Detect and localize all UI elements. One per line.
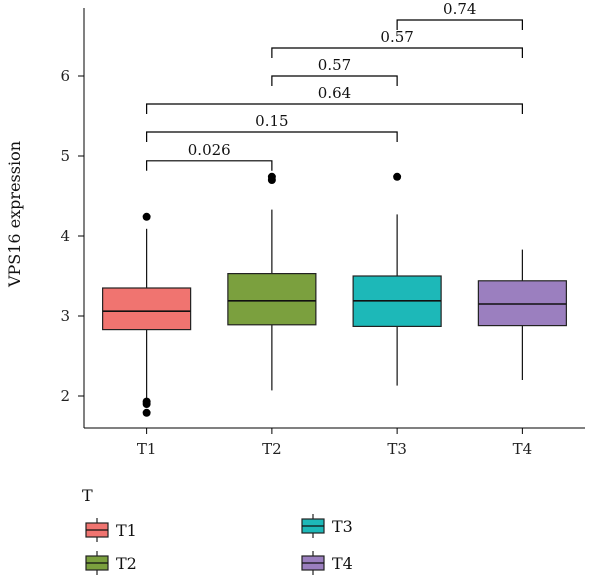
p-value-label: 0.64	[318, 84, 351, 102]
legend-label: T3	[332, 517, 353, 536]
y-tick-label: 6	[60, 67, 70, 85]
p-value-label: 0.15	[255, 112, 288, 130]
legend-label: T2	[116, 554, 137, 573]
comparison-bracket	[271, 47, 523, 58]
legend-title: T	[82, 486, 93, 505]
legend-label: T1	[116, 521, 137, 540]
comparison-bracket	[271, 75, 398, 86]
y-tick-label: 3	[60, 307, 70, 325]
outlier-point	[142, 400, 151, 408]
x-tick-label: T2	[262, 440, 282, 458]
box-t4	[477, 280, 567, 327]
outlier-point	[142, 212, 151, 221]
outlier-point	[393, 172, 402, 181]
x-tick-label: T1	[137, 440, 157, 458]
box-t1	[102, 287, 192, 331]
y-tick-label: 5	[60, 147, 70, 165]
legend: T T1 T2 T3 T4	[82, 486, 353, 575]
p-value-label: 0.57	[318, 56, 351, 74]
outlier-point	[142, 408, 151, 417]
p-value-label: 0.74	[443, 0, 476, 18]
legend-label: T4	[332, 554, 353, 573]
outlier-point	[267, 176, 276, 184]
legend-item-t4: T4	[301, 551, 353, 575]
p-value-label: 0.57	[380, 28, 413, 46]
legend-item-t1: T1	[85, 518, 137, 542]
x-tick-label: T3	[387, 440, 407, 458]
legend-item-t2: T2	[85, 551, 137, 575]
comparison-bracket	[146, 103, 523, 114]
box-t2	[227, 273, 317, 326]
x-tick-label: T4	[513, 440, 533, 458]
plot-area: 2 3 4 5 6 T1 T2 T3 T4 0.026 0.15 0.64 0.57 0.57 0.74	[60, 0, 585, 458]
comparison-bracket	[396, 19, 523, 30]
p-value-label: 0.026	[188, 141, 231, 159]
comparison-bracket	[146, 131, 398, 142]
y-tick-label: 4	[60, 227, 70, 245]
comparison-bracket	[146, 160, 273, 171]
legend-item-t3: T3	[301, 514, 353, 538]
y-axis-label: VPS16 expression	[5, 141, 24, 288]
y-tick-label: 2	[60, 387, 70, 405]
